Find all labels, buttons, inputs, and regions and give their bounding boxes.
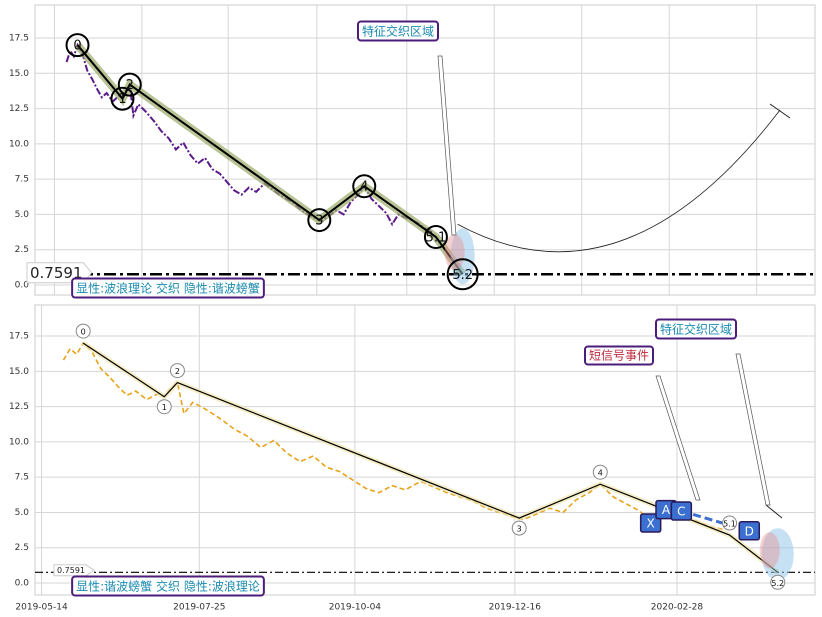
annotation: 特征交织区域	[660, 322, 732, 337]
annotation: 短信号事件	[589, 349, 649, 363]
wave-label: 5.2	[452, 268, 473, 283]
wave-point	[352, 174, 377, 199]
wave-point	[75, 323, 91, 339]
wave-label: 5.1	[426, 231, 447, 246]
wave-line	[76, 44, 464, 275]
y-tick-label: 12.5	[9, 402, 29, 412]
wave-label: 0	[81, 328, 86, 337]
wave-point	[722, 515, 738, 531]
wave-label: 2	[126, 78, 134, 93]
wave-label: 0	[73, 39, 81, 54]
level-label: 0.7591	[30, 264, 83, 282]
annotation-box	[356, 20, 440, 42]
y-tick-label: 5.0	[15, 508, 30, 518]
wave-label: 5.2	[771, 579, 784, 588]
wave-point	[423, 225, 448, 249]
wave-label: 4	[360, 180, 368, 195]
wave-point	[169, 363, 185, 379]
level-label: 0.7591	[57, 566, 85, 575]
wave-label: 4	[598, 469, 603, 478]
wave-point	[117, 72, 142, 97]
annotation: 显性:波浪理论 交织 隐性:谐波螃蟹	[76, 281, 260, 296]
x-tick-label: 2019-05-14	[15, 603, 68, 613]
annotation-box	[71, 575, 265, 597]
annotation-box	[583, 345, 655, 366]
y-tick-label: 15.0	[9, 367, 29, 377]
pointer	[437, 55, 457, 236]
harmonic-marker	[670, 501, 693, 521]
y-tick-label: 10.0	[9, 139, 29, 149]
x-tick-label: 2019-10-04	[329, 603, 382, 613]
callout-arrow	[765, 504, 783, 519]
harmonic-label: X	[647, 517, 655, 531]
wave-point	[307, 208, 332, 233]
y-tick-label: 12.5	[9, 104, 29, 114]
zone	[761, 528, 794, 581]
harmonic-label: D	[745, 524, 754, 538]
wave-label: 3	[517, 525, 522, 534]
annotation: 特征交织区域	[362, 24, 434, 39]
callout-arrow	[769, 103, 791, 119]
harmonic-marker	[738, 521, 761, 541]
y-tick-label: 7.5	[15, 175, 29, 185]
plot-frame	[34, 304, 816, 596]
wave-point	[770, 574, 786, 590]
annotation: 显性:谐波螃蟹 交织 隐性:波浪理论	[76, 579, 260, 594]
y-tick-label: 17.5	[9, 332, 29, 342]
wave-point	[592, 464, 608, 480]
harmonic-label: A	[662, 503, 671, 517]
x-tick-label: 2019-07-25	[173, 603, 225, 613]
harmonic-label: C	[677, 505, 685, 519]
callout-curve	[457, 109, 781, 253]
pointer	[735, 353, 771, 506]
wave-point	[156, 399, 172, 415]
wave-point	[110, 86, 135, 111]
wave-label: 3	[315, 214, 323, 229]
y-tick-label: 2.5	[15, 245, 29, 255]
zone	[759, 532, 780, 569]
level-label-box	[53, 564, 95, 577]
wave-label: 1	[118, 92, 126, 107]
x-tick-label: 2019-12-16	[489, 603, 542, 613]
y-tick-label: 5.0	[15, 210, 30, 220]
wave-point	[446, 258, 479, 291]
zone	[450, 228, 475, 285]
y-tick-label: 0.0	[15, 280, 30, 290]
wave-label: 5.1	[723, 520, 736, 529]
y-tick-label: 17.5	[9, 34, 29, 44]
harmonic-marker	[639, 513, 662, 533]
y-tick-label: 7.5	[15, 473, 29, 483]
wave-point	[511, 520, 527, 536]
wave-point	[65, 33, 90, 58]
annotation-box	[654, 318, 738, 340]
y-tick-label: 15.0	[9, 69, 29, 79]
y-tick-label: 0.0	[15, 579, 30, 589]
price-line	[62, 341, 724, 531]
y-tick-label: 2.5	[15, 543, 29, 553]
wave-label: 1	[162, 403, 167, 412]
wave-line	[82, 342, 779, 573]
annotation-box	[71, 277, 265, 299]
y-tick-label: 10.0	[9, 437, 29, 447]
wave-label: 2	[175, 367, 180, 376]
pointer	[655, 375, 701, 501]
x-tick-label: 2020-02-28	[651, 603, 704, 613]
zone	[444, 234, 465, 271]
plot-frame	[34, 4, 816, 296]
